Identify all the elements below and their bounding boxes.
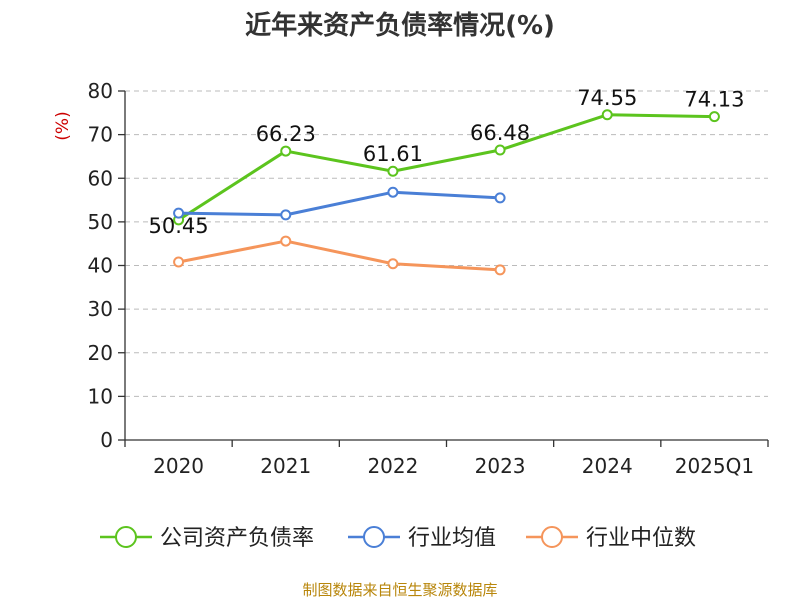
y-tick-label: 40 — [88, 254, 113, 278]
data-point — [387, 165, 399, 177]
y-tick-label: 60 — [88, 166, 113, 190]
data-point — [173, 256, 185, 268]
data-point — [601, 109, 613, 121]
data-point — [708, 111, 720, 123]
y-tick-label: 30 — [88, 297, 113, 321]
legend-item[interactable]: 行业中位数 — [526, 526, 696, 551]
gridlines — [125, 90, 768, 397]
y-tick-label: 70 — [88, 123, 113, 147]
legend-item[interactable]: 行业均值 — [348, 526, 496, 551]
data-point — [280, 209, 292, 221]
legend-item[interactable]: 公司资产负债率 — [100, 526, 314, 551]
legend-label: 行业中位数 — [586, 526, 696, 551]
data-label: 74.13 — [684, 88, 744, 112]
data-point — [387, 258, 399, 270]
x-tick-label: 2022 — [367, 454, 418, 478]
x-tick-label: 2020 — [153, 454, 204, 478]
y-tick-label: 0 — [100, 428, 113, 452]
y-tick-label: 80 — [88, 79, 113, 103]
legend: 公司资产负债率 行业均值 行业中位数 — [100, 526, 696, 551]
legend-label: 公司资产负债率 — [160, 526, 314, 551]
data-label: 66.23 — [256, 122, 316, 146]
source-note: 制图数据来自恒生聚源数据库 — [302, 581, 497, 599]
series-line-1 — [178, 190, 501, 217]
chart-title: 近年来资产负债率情况(%) — [245, 10, 555, 41]
data-label: 61.61 — [363, 142, 423, 166]
y-tick-label: 20 — [88, 341, 113, 365]
legend-marker — [363, 526, 385, 548]
y-tick-label: 10 — [88, 384, 113, 408]
data-label: 66.48 — [470, 121, 530, 145]
series-line-2 — [178, 239, 501, 272]
data-point — [173, 207, 185, 219]
x-tick-label: 2023 — [475, 454, 526, 478]
legend-marker — [115, 526, 137, 548]
data-point — [494, 264, 506, 276]
data-point — [280, 235, 292, 247]
x-tick-label: 2024 — [582, 454, 633, 478]
data-point — [280, 145, 292, 157]
series-line-0 — [177, 113, 715, 222]
x-tick-label: 2025Q1 — [675, 454, 754, 478]
data-point — [494, 144, 506, 156]
axes: 0 10 20 30 40 50 60 70 80 2020 2021 2022 2023 2024 202… — [88, 79, 769, 478]
legend-marker — [541, 526, 563, 548]
data-point — [387, 186, 399, 198]
data-point — [494, 192, 506, 204]
data-label: 74.55 — [577, 86, 637, 110]
x-tick-label: 2021 — [260, 454, 311, 478]
y-axis-label: (%) — [53, 111, 73, 140]
legend-label: 行业均值 — [408, 526, 496, 551]
y-tick-label: 50 — [88, 210, 113, 234]
